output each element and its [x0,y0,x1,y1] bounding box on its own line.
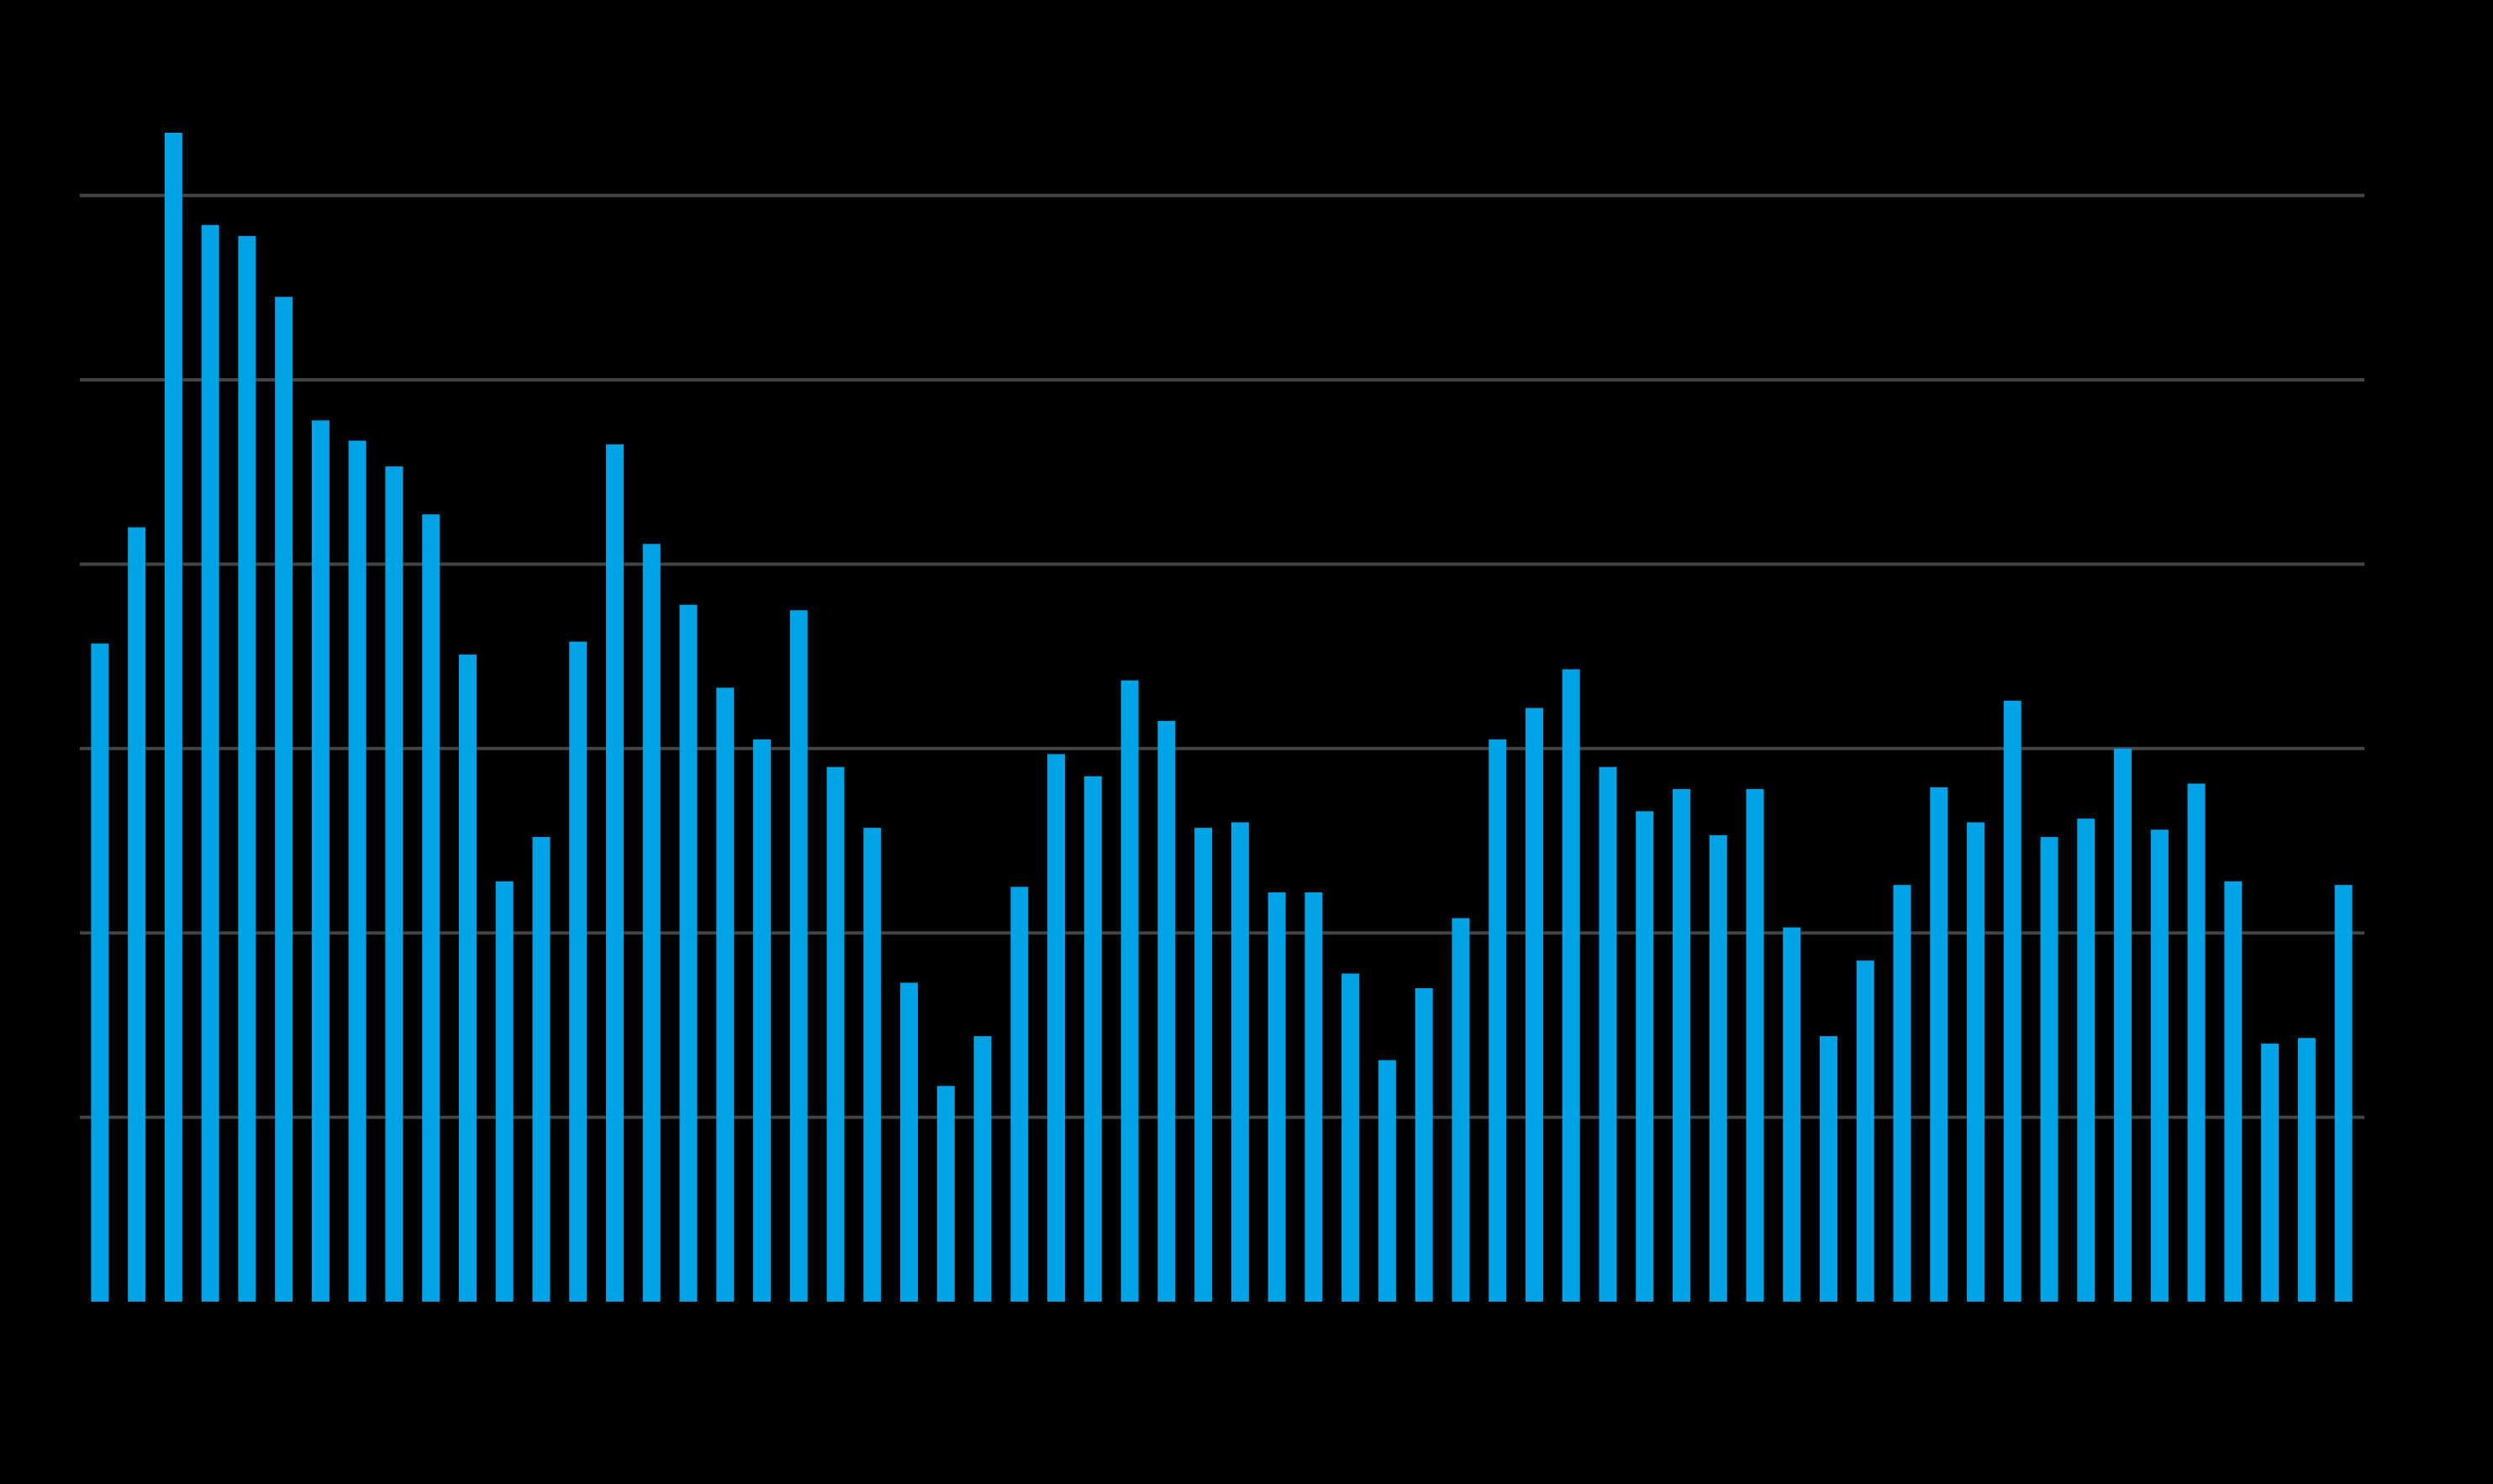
bar [789,610,808,1302]
bar [311,420,329,1302]
bar [1378,1060,1396,1302]
bar [753,739,772,1302]
bar [826,766,845,1302]
bar [2297,1038,2316,1302]
bar [91,643,109,1302]
bar [1599,766,1617,1302]
bar [1120,680,1139,1302]
bar [936,1086,955,1302]
bar [1083,776,1102,1302]
bar [2187,783,2206,1302]
bar [422,514,440,1302]
bar [1231,822,1249,1302]
bar [1820,1036,1838,1302]
bar [863,828,882,1302]
bar [1525,708,1543,1302]
bar [458,654,477,1302]
bar [2150,829,2169,1302]
bar [2224,881,2243,1302]
bar [679,604,698,1302]
bar [1194,828,1213,1302]
bar [348,440,366,1302]
bar [2003,700,2021,1302]
bar [1783,927,1801,1302]
bar [1709,834,1727,1302]
bar [1415,988,1433,1302]
bar [1746,789,1764,1302]
bar [716,687,735,1302]
bar [1672,789,1690,1302]
bar [642,544,661,1302]
bar [238,235,256,1302]
bar [1047,754,1066,1302]
bar [1636,811,1654,1302]
bar [275,297,293,1302]
bar [2261,1043,2280,1302]
bar [1341,973,1360,1302]
bar [164,133,182,1302]
bar [1010,887,1029,1302]
bar [2040,837,2058,1302]
bar [128,527,146,1302]
bar [1856,960,1874,1302]
bar [1930,787,1948,1302]
bar [385,466,403,1302]
bar [900,982,919,1302]
bar [1489,739,1507,1302]
bar [1562,669,1580,1302]
bar [2077,818,2095,1302]
bar [569,641,588,1302]
bar [2334,885,2353,1302]
bar [1157,720,1176,1302]
bar [1304,892,1323,1302]
bar [2114,748,2132,1302]
bar [532,837,551,1302]
bar [1967,822,1985,1302]
bar [1893,885,1911,1302]
bar [201,224,219,1302]
bar [495,881,514,1302]
bar [1452,918,1470,1302]
bar [1268,892,1286,1302]
bar [605,444,624,1302]
bar [973,1036,992,1302]
